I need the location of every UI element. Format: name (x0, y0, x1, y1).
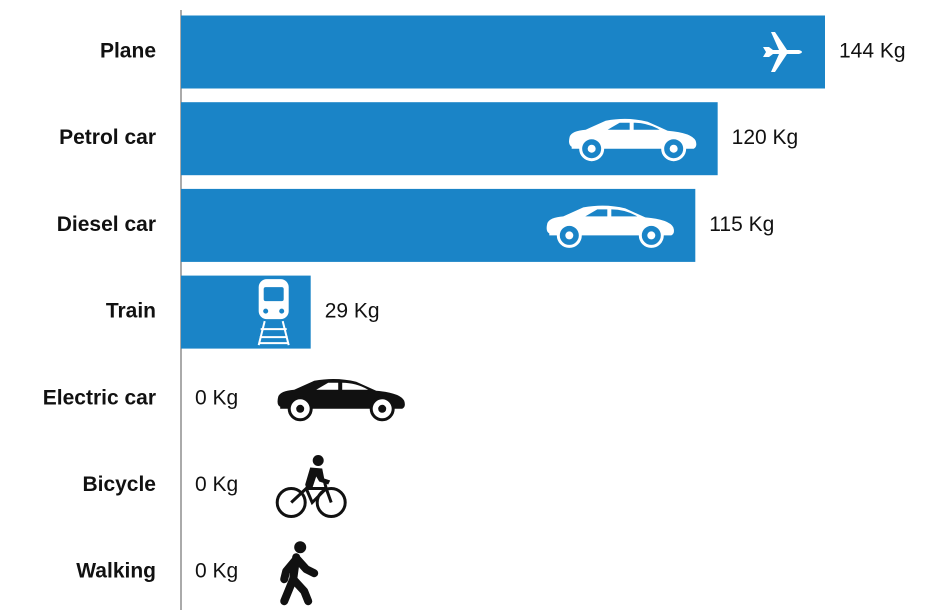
icon (277, 379, 405, 422)
icon (275, 455, 347, 518)
car-hub (587, 144, 596, 153)
plane-shape (763, 32, 802, 72)
icon (546, 205, 674, 248)
car-window (316, 382, 369, 390)
value-label: 120 Kg (732, 126, 799, 149)
bike-head (312, 455, 324, 466)
car-hub (378, 404, 387, 413)
value-label: 0 Kg (195, 473, 238, 496)
car-hub (565, 231, 574, 240)
y-tick-label: Plane (100, 40, 156, 63)
value-label: 0 Kg (195, 386, 238, 409)
train-light (263, 308, 269, 314)
train-rails (257, 320, 290, 346)
icon (257, 279, 290, 346)
train-light (279, 308, 285, 314)
value-label: 115 Kg (709, 213, 774, 236)
train-window (263, 287, 284, 302)
car-window (607, 122, 660, 130)
car-hub (647, 231, 656, 240)
car-window (585, 209, 638, 217)
icon (569, 118, 697, 162)
value-label: 144 Kg (839, 40, 906, 63)
value-label: 0 Kg (195, 560, 238, 583)
icon (763, 32, 802, 72)
value-label: 29 Kg (325, 300, 380, 323)
car-hub (296, 404, 305, 413)
y-tick-label: Walking (76, 560, 156, 583)
y-tick-label: Train (106, 300, 156, 323)
y-tick-label: Petrol car (59, 126, 156, 149)
y-tick-label: Bicycle (82, 473, 156, 496)
bar (181, 15, 825, 89)
icon (280, 541, 319, 606)
bike-rider (305, 467, 331, 489)
walker-body (280, 553, 319, 606)
bike-wheel (315, 487, 347, 518)
car-hub (669, 144, 678, 153)
bike-frame (290, 480, 333, 506)
y-tick-label: Electric car (43, 386, 156, 409)
y-tick-label: Diesel car (57, 213, 156, 236)
bar (181, 275, 311, 349)
walker-head (294, 541, 307, 554)
bike-wheel (275, 487, 307, 518)
